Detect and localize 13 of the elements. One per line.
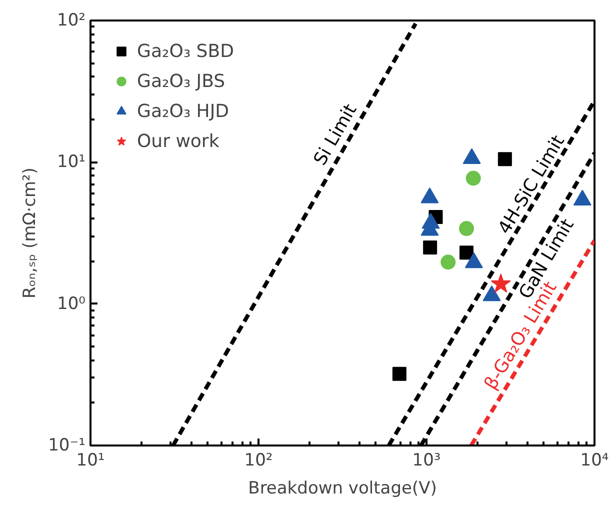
y-tick-label: 10¹	[57, 152, 86, 172]
legend-label: Ga₂O₃ JBS	[137, 70, 226, 92]
legend-label: Ga₂O₃ HJD	[137, 100, 230, 122]
x-tick-label: 10¹	[76, 450, 105, 470]
x-tick-label: 10³	[412, 450, 441, 470]
legend-label: Our work	[137, 130, 220, 152]
legend-label: Ga₂O₃ SBD	[137, 40, 234, 62]
y-tick-label: 10⁰	[57, 294, 86, 314]
x-axis-title: Breakdown voltage(V)	[248, 478, 437, 498]
y-tick-label: 10²	[57, 10, 86, 30]
y-axis-title: Rₒₙ,ₛₚ (mΩ·cm²)	[20, 167, 40, 298]
x-tick-label: 10²	[244, 450, 273, 470]
x-tick-label: 10⁴	[580, 450, 609, 470]
